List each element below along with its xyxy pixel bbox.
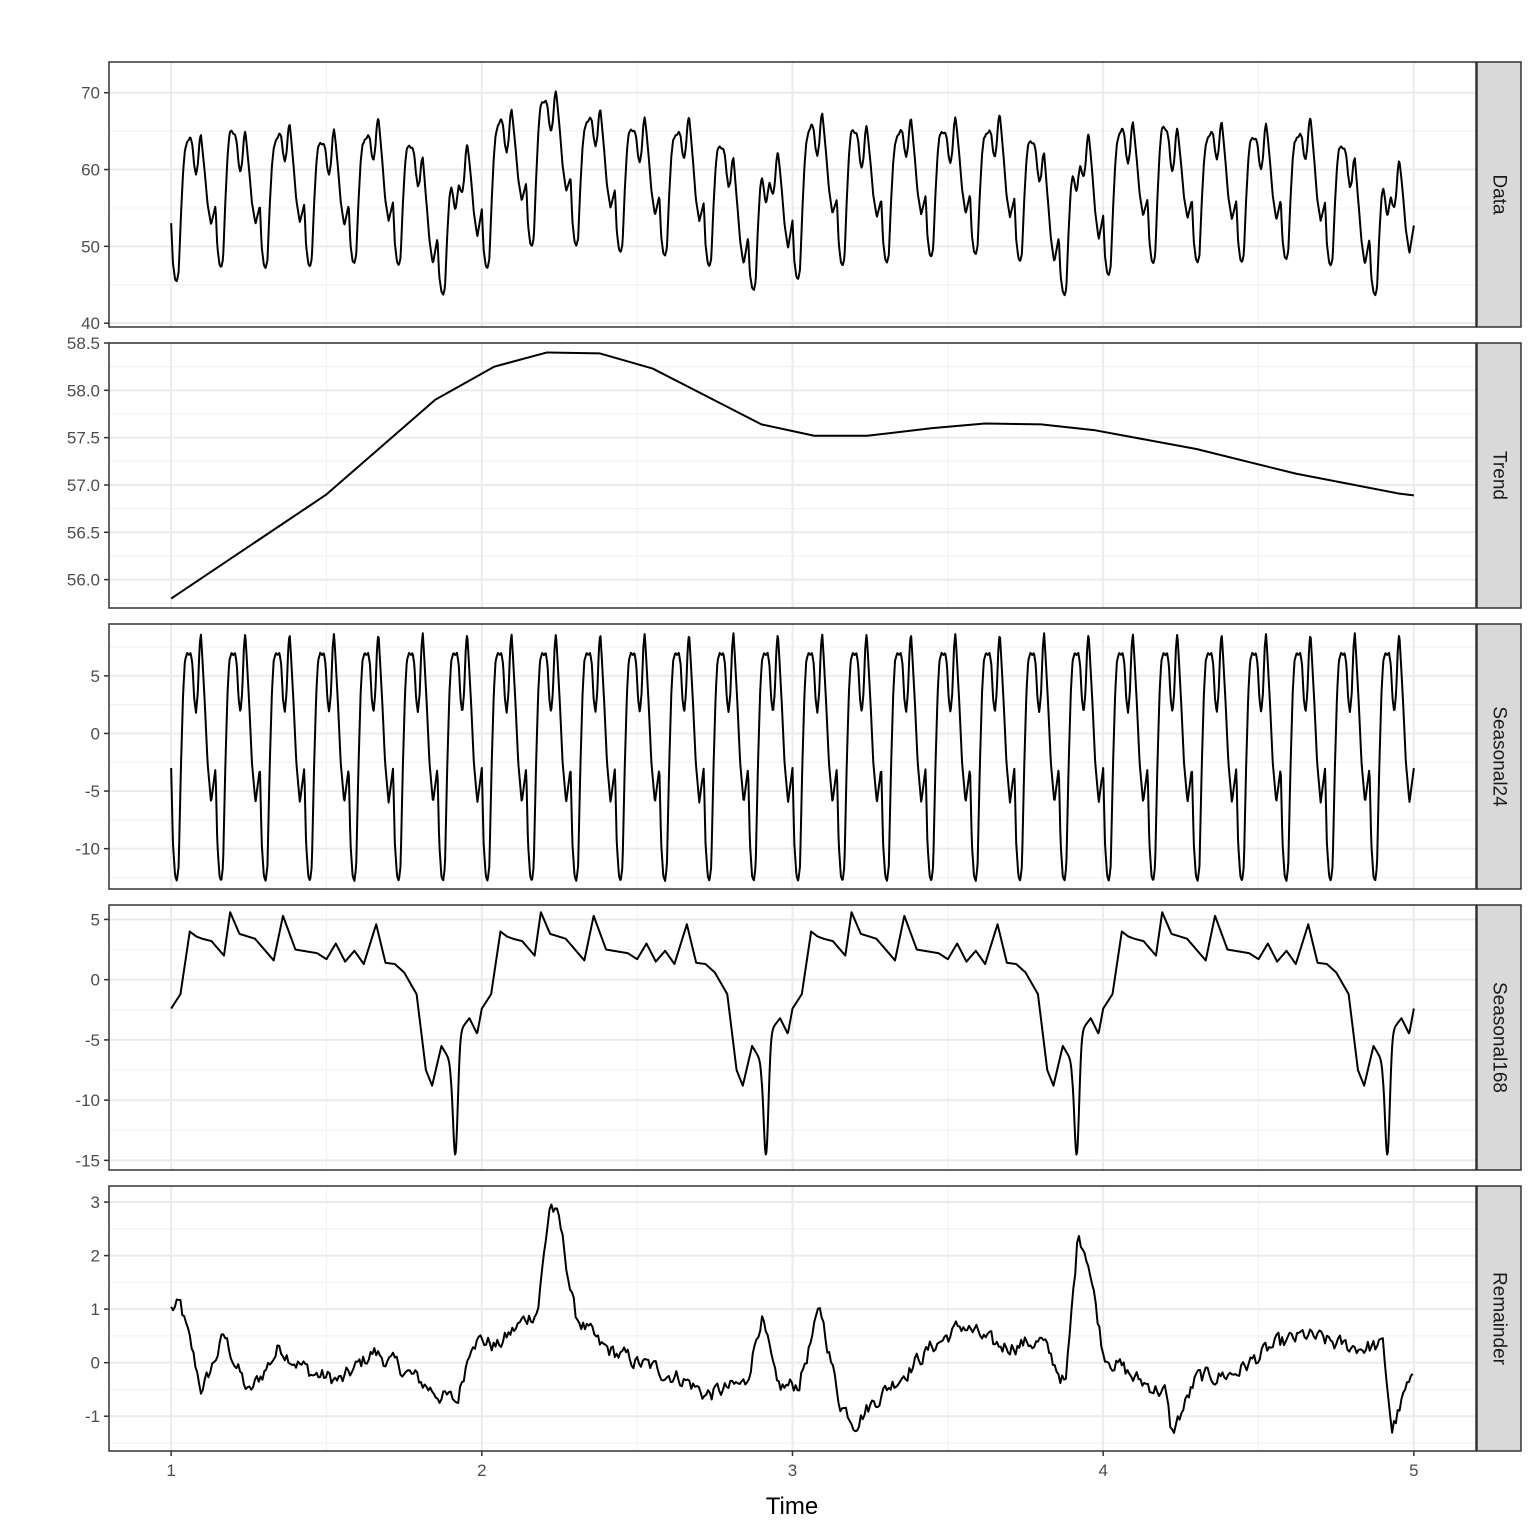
facet-strip-label: Remainder: [1489, 1272, 1510, 1366]
facet-strip: [1476, 904, 1522, 1171]
panel-trend: 56.0 56.5 57.0 57.5 58.0 58.5 Trend: [67, 334, 1522, 609]
series-line-trend: [170, 351, 1414, 600]
y-tick-label: 2: [91, 1247, 100, 1266]
y-tick-label: 58.5: [67, 334, 100, 353]
panel-border: [108, 623, 1477, 890]
y-tick-label: 0: [91, 724, 100, 743]
y-tick-label: -10: [75, 1091, 100, 1110]
panel-seasonal168: -15 -10 -5 0 5 Seasonal168: [75, 904, 1522, 1171]
x-tick-label: 1: [166, 1461, 175, 1480]
facet-strip-label: Seasonal168: [1489, 982, 1510, 1093]
panel-border: [108, 61, 1477, 328]
y-tick-label: -15: [75, 1151, 100, 1170]
y-tick-label: 56.0: [67, 571, 100, 590]
y-tick-label: 40: [81, 314, 100, 333]
y-tick-label: 1: [91, 1300, 100, 1319]
facet-strip-label: Data: [1489, 174, 1510, 215]
y-tick-label: 0: [91, 971, 100, 990]
y-tick-label: 5: [91, 910, 100, 929]
y-tick-label: 60: [81, 161, 100, 180]
x-tick-label: 4: [1098, 1461, 1107, 1480]
panel-data: 40 50 60 70 Data: [81, 61, 1522, 333]
x-axis: 1 2 3 4 5: [166, 1451, 1419, 1480]
y-tick-label: 5: [91, 667, 100, 686]
panels-layer: 40506070Data56.056.557.057.558.058.5Tren…: [67, 61, 1522, 1452]
y-tick-label: -5: [85, 782, 100, 801]
panel-seasonal24: -10 -5 0 5 Seasonal24: [75, 623, 1522, 890]
y-tick-label: 50: [81, 237, 100, 256]
y-tick-label: 57.0: [67, 476, 100, 495]
panel-remainder: -1 0 1 2 3 Remainder: [85, 1185, 1522, 1452]
facet-strip: [1476, 1185, 1522, 1452]
y-tick-label: -5: [85, 1031, 100, 1050]
series-line-seasonal24: [170, 632, 1415, 882]
y-tick-label: 0: [91, 1354, 100, 1373]
x-axis-title: Time: [766, 1493, 818, 1520]
facet-strip: [1476, 623, 1522, 890]
panel-border: [108, 904, 1477, 1171]
x-tick-label: 5: [1409, 1461, 1418, 1480]
series-line-remainder: [170, 1203, 1414, 1434]
x-tick-label: 3: [788, 1461, 797, 1480]
facet-strip-label: Seasonal24: [1489, 706, 1510, 807]
facet-strip: [1476, 61, 1522, 328]
y-tick-label: 3: [91, 1193, 100, 1212]
y-tick-label: 57.5: [67, 429, 100, 448]
facet-strip-label: Trend: [1489, 451, 1510, 500]
y-tick-label: -10: [75, 840, 100, 859]
y-tick-label: 58.0: [67, 381, 100, 400]
y-tick-label: 70: [81, 84, 100, 103]
x-tick-label: 2: [477, 1461, 486, 1480]
y-tick-label: -1: [85, 1407, 100, 1426]
y-tick-label: 56.5: [67, 523, 100, 542]
series-line-seasonal168: [170, 911, 1415, 1156]
series-line-data: [170, 90, 1415, 297]
panel-border: [108, 342, 1477, 609]
facet-strip: [1476, 342, 1522, 609]
